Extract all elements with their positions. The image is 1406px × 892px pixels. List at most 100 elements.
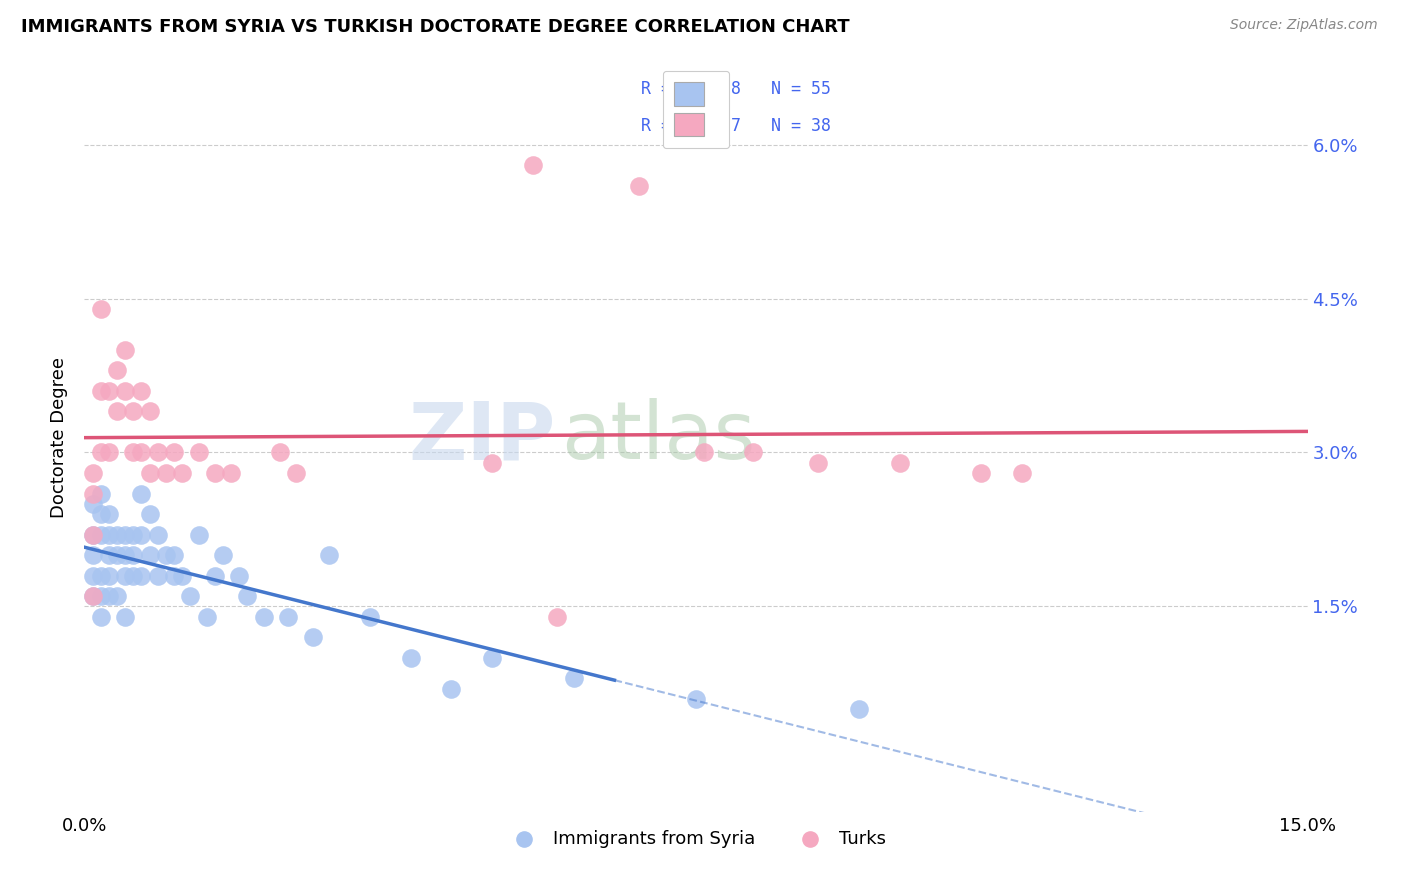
Point — [848, 702, 870, 716]
Point — [97, 445, 120, 459]
Point — [105, 548, 128, 562]
Legend: Immigrants from Syria, Turks: Immigrants from Syria, Turks — [499, 822, 893, 855]
Point — [82, 589, 104, 603]
Point — [97, 589, 120, 603]
Point — [163, 548, 186, 562]
Point — [82, 527, 104, 541]
Point — [204, 466, 226, 480]
Point — [82, 568, 104, 582]
Point — [285, 466, 308, 480]
Point — [195, 609, 218, 624]
Text: ZIP: ZIP — [408, 398, 555, 476]
Point — [90, 445, 112, 459]
Point — [627, 178, 650, 193]
Point — [122, 548, 145, 562]
Point — [97, 384, 120, 398]
Point — [131, 445, 153, 459]
Point — [301, 630, 323, 644]
Point — [146, 568, 169, 582]
Text: R =  0.137   N = 38: R = 0.137 N = 38 — [641, 117, 831, 135]
Text: IMMIGRANTS FROM SYRIA VS TURKISH DOCTORATE DEGREE CORRELATION CHART: IMMIGRANTS FROM SYRIA VS TURKISH DOCTORA… — [21, 18, 849, 36]
Point — [163, 445, 186, 459]
Point — [481, 456, 503, 470]
Point — [105, 589, 128, 603]
Point — [114, 527, 136, 541]
Point — [253, 609, 276, 624]
Point — [82, 527, 104, 541]
Point — [90, 507, 112, 521]
Point — [172, 466, 194, 480]
Point — [114, 548, 136, 562]
Point — [693, 445, 716, 459]
Point — [236, 589, 259, 603]
Point — [114, 568, 136, 582]
Point — [90, 527, 112, 541]
Point — [82, 497, 104, 511]
Point — [138, 404, 160, 418]
Point — [970, 466, 993, 480]
Point — [131, 486, 153, 500]
Point — [219, 466, 242, 480]
Point — [114, 384, 136, 398]
Point — [155, 466, 177, 480]
Point — [155, 548, 177, 562]
Point — [359, 609, 381, 624]
Point — [1011, 466, 1033, 480]
Point — [685, 691, 707, 706]
Point — [90, 568, 112, 582]
Y-axis label: Doctorate Degree: Doctorate Degree — [49, 357, 67, 517]
Point — [90, 609, 112, 624]
Point — [399, 650, 422, 665]
Point — [90, 589, 112, 603]
Point — [105, 363, 128, 377]
Point — [269, 445, 291, 459]
Point — [131, 384, 153, 398]
Point — [204, 568, 226, 582]
Point — [105, 404, 128, 418]
Point — [172, 568, 194, 582]
Point — [114, 609, 136, 624]
Point — [522, 158, 544, 172]
Point — [97, 568, 120, 582]
Point — [90, 384, 112, 398]
Point — [82, 589, 104, 603]
Point — [228, 568, 250, 582]
Point — [187, 527, 209, 541]
Point — [163, 568, 186, 582]
Point — [742, 445, 765, 459]
Point — [105, 527, 128, 541]
Point — [90, 301, 112, 316]
Point — [122, 527, 145, 541]
Point — [481, 650, 503, 665]
Point — [440, 681, 463, 696]
Point — [187, 445, 209, 459]
Point — [146, 445, 169, 459]
Point — [122, 445, 145, 459]
Point — [90, 486, 112, 500]
Point — [97, 548, 120, 562]
Text: atlas: atlas — [561, 398, 756, 476]
Point — [131, 568, 153, 582]
Text: Source: ZipAtlas.com: Source: ZipAtlas.com — [1230, 18, 1378, 32]
Point — [146, 527, 169, 541]
Point — [82, 486, 104, 500]
Point — [546, 609, 568, 624]
Point — [807, 456, 830, 470]
Point — [131, 527, 153, 541]
Point — [122, 404, 145, 418]
Point — [318, 548, 340, 562]
Point — [97, 527, 120, 541]
Point — [889, 456, 911, 470]
Point — [114, 343, 136, 357]
Text: R = -0.338   N = 55: R = -0.338 N = 55 — [641, 79, 831, 97]
Point — [82, 466, 104, 480]
Point — [138, 466, 160, 480]
Point — [122, 568, 145, 582]
Point — [138, 507, 160, 521]
Point — [212, 548, 235, 562]
Point — [82, 548, 104, 562]
Point — [138, 548, 160, 562]
Point — [179, 589, 201, 603]
Point — [277, 609, 299, 624]
Point — [97, 507, 120, 521]
